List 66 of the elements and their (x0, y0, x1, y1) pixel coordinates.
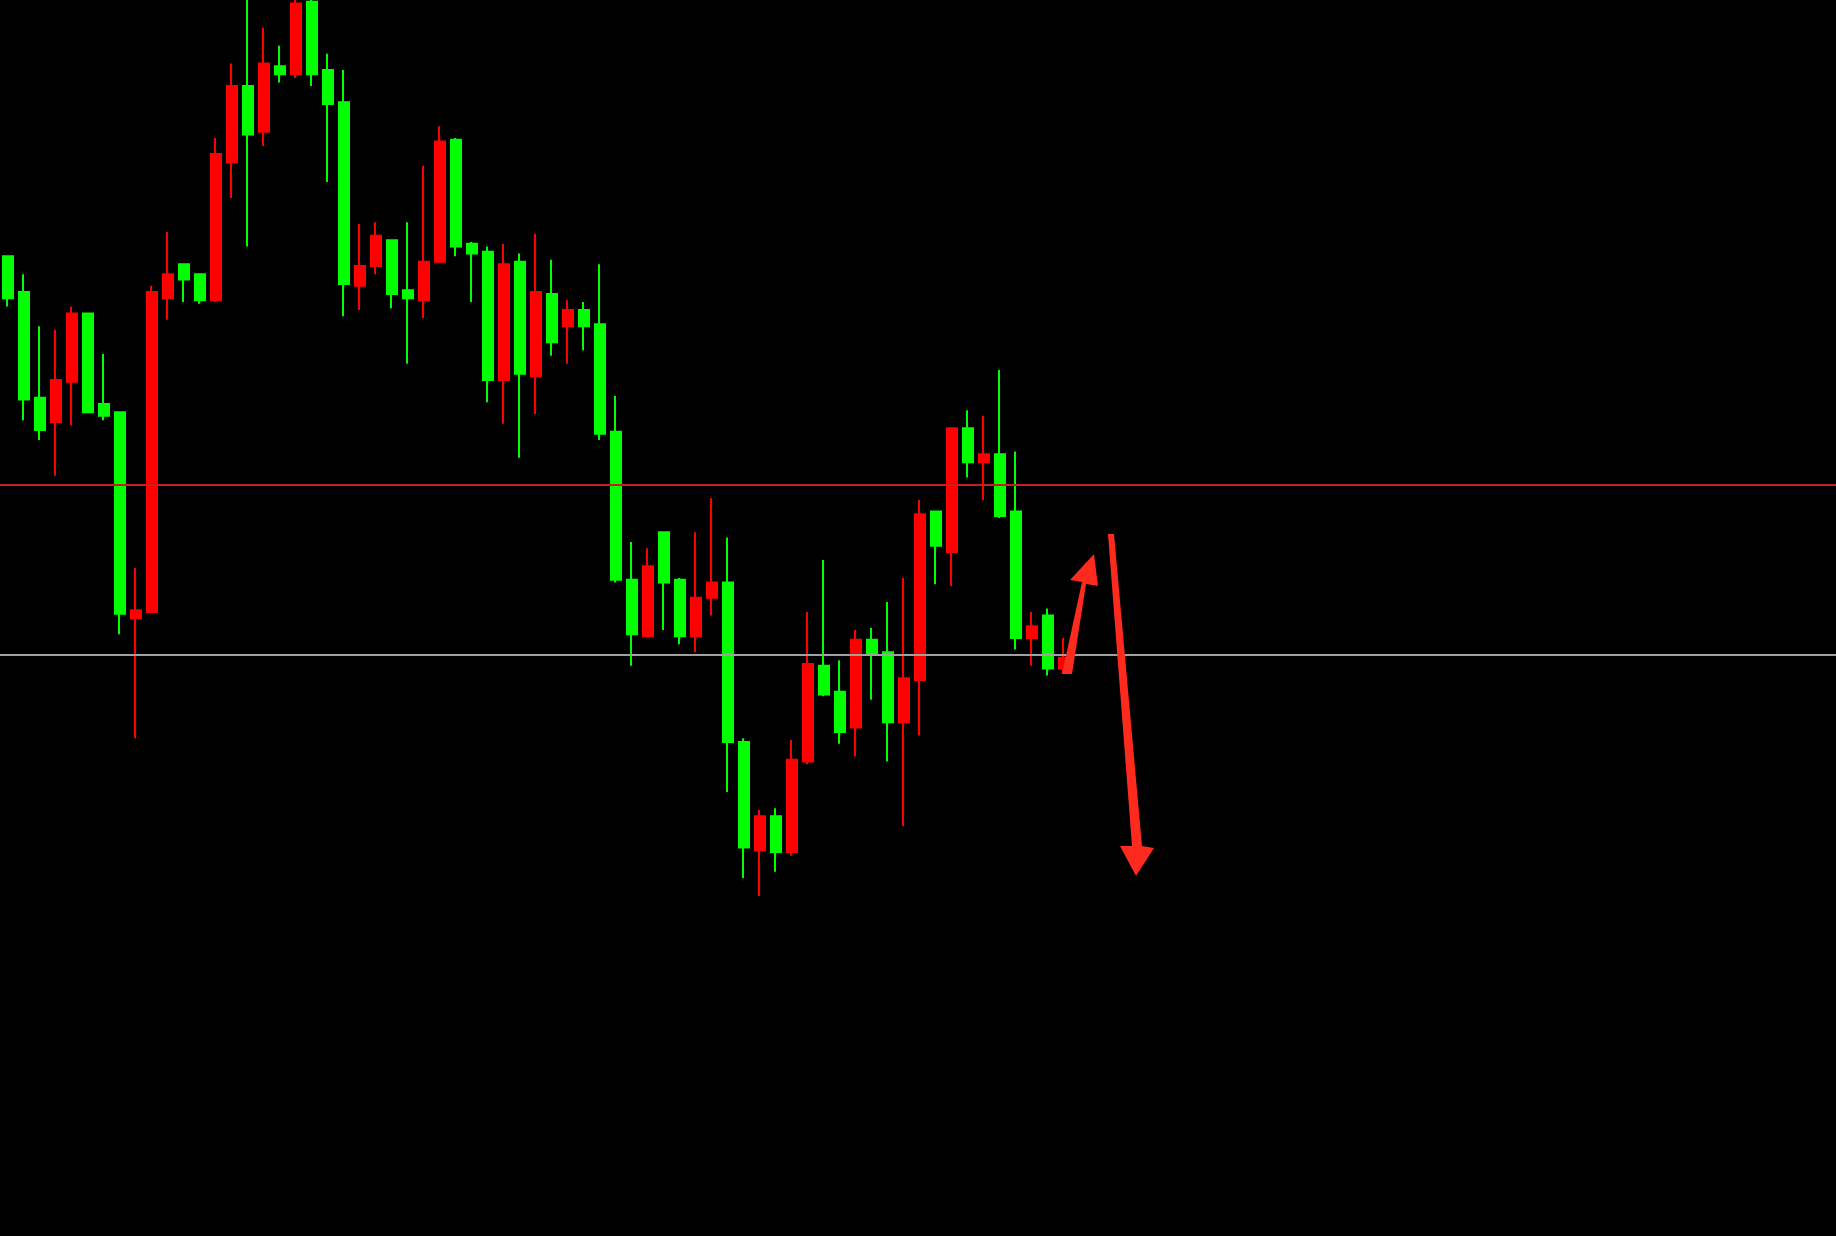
candlestick (610, 395, 622, 584)
candlestick (898, 576, 910, 828)
candlestick (274, 44, 286, 84)
candlestick (770, 807, 782, 873)
candlestick (1010, 450, 1022, 651)
candlestick (514, 252, 526, 459)
candlestick (754, 808, 766, 897)
candlestick (642, 547, 654, 638)
candlestick (402, 221, 414, 365)
candlestick (866, 627, 878, 701)
candlestick (834, 659, 846, 745)
candlestick (450, 136, 462, 258)
candlestick (34, 325, 46, 441)
candlestick (706, 497, 718, 617)
candlestick (226, 62, 238, 200)
candlestick (578, 300, 590, 352)
candlestick (674, 576, 686, 646)
candlestick (850, 628, 862, 758)
candlestick (82, 312, 94, 414)
candlestick (1026, 610, 1038, 667)
candlestick (946, 427, 958, 587)
candlestick (498, 242, 510, 425)
candlestick (994, 369, 1006, 519)
candlestick (882, 601, 894, 763)
candlestick (386, 239, 398, 310)
candlestick (658, 531, 670, 631)
candlestick (290, 0, 302, 79)
candlestick (914, 498, 926, 737)
candlestick (130, 567, 142, 740)
candlestick (594, 263, 606, 441)
candlestick (2, 255, 14, 308)
candlestick (354, 223, 366, 312)
candlestick (50, 328, 62, 477)
candlestick (962, 409, 974, 479)
candlestick (626, 541, 638, 667)
candlestick (434, 125, 446, 263)
candlestick (562, 299, 574, 365)
candlestick (978, 414, 990, 501)
candlestick (786, 739, 798, 857)
candlestick (258, 26, 270, 148)
candlestick (162, 231, 174, 321)
candlestick (338, 68, 350, 318)
candlestick (690, 531, 702, 654)
candlestick (66, 305, 78, 427)
candlestick (146, 284, 158, 613)
candlestick (210, 136, 222, 303)
candlestick (930, 510, 942, 586)
candlestick (242, 0, 254, 248)
candlestick (530, 232, 542, 415)
candlestick (818, 559, 830, 698)
candlestick (802, 610, 814, 766)
candlestick (306, 0, 318, 88)
candlestick (98, 352, 110, 422)
candlestick (482, 245, 494, 404)
candlestick (322, 52, 334, 183)
candlestick (178, 263, 190, 303)
candlestick (194, 273, 206, 305)
candlestick (722, 536, 734, 794)
candlestick (418, 164, 430, 320)
candlestick (466, 240, 478, 303)
candlestick (738, 737, 750, 880)
candlestick (546, 258, 558, 357)
candlestick (18, 273, 30, 422)
candlestick (370, 221, 382, 276)
candlestick (1042, 607, 1054, 677)
candlestick (114, 411, 126, 636)
